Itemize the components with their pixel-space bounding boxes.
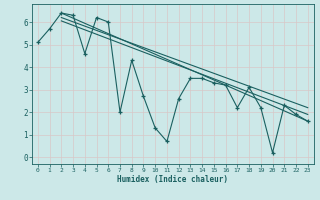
- X-axis label: Humidex (Indice chaleur): Humidex (Indice chaleur): [117, 175, 228, 184]
